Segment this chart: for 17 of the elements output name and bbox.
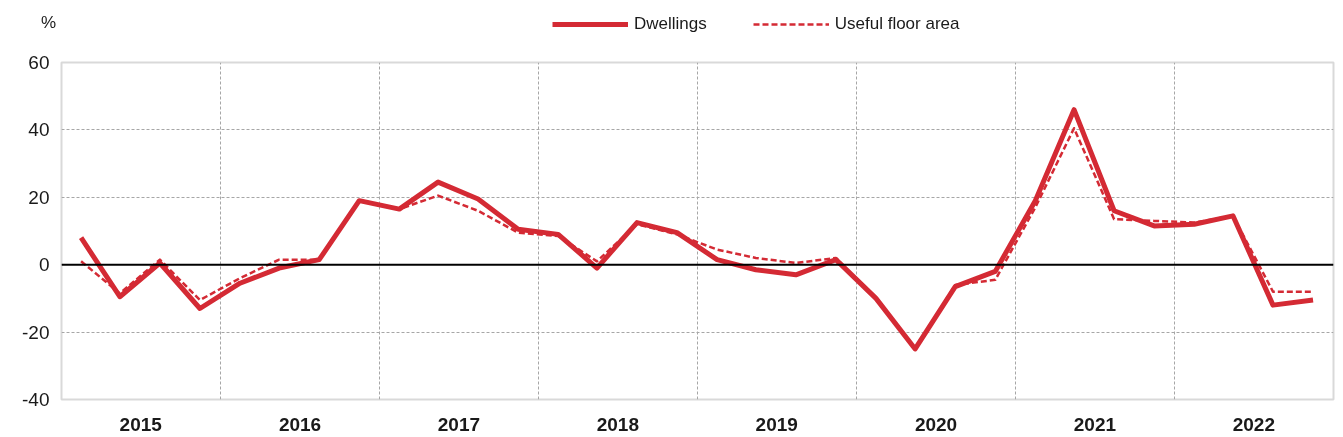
x-tick-label: 2022 xyxy=(1232,413,1275,435)
x-tick-label: 2020 xyxy=(914,413,958,435)
y-tick-label: 0 xyxy=(38,254,50,276)
x-tick-label: 2017 xyxy=(437,413,481,435)
legend-label: Dwellings xyxy=(634,14,707,34)
y-tick-label: 40 xyxy=(28,119,50,141)
x-tick-label: 2019 xyxy=(755,413,798,435)
x-tick-label: 2018 xyxy=(596,413,639,435)
y-tick-label: 20 xyxy=(28,186,50,208)
x-tick-label: 2021 xyxy=(1073,413,1117,435)
y-tick-label: -20 xyxy=(22,321,50,343)
legend-label: Useful floor area xyxy=(834,14,960,34)
x-tick-label: 2015 xyxy=(119,413,163,435)
x-tick-label: 2016 xyxy=(278,413,322,435)
y-tick-label: -40 xyxy=(22,389,50,410)
y-tick-label: 60 xyxy=(28,52,50,73)
y-axis-title: % xyxy=(40,13,57,32)
